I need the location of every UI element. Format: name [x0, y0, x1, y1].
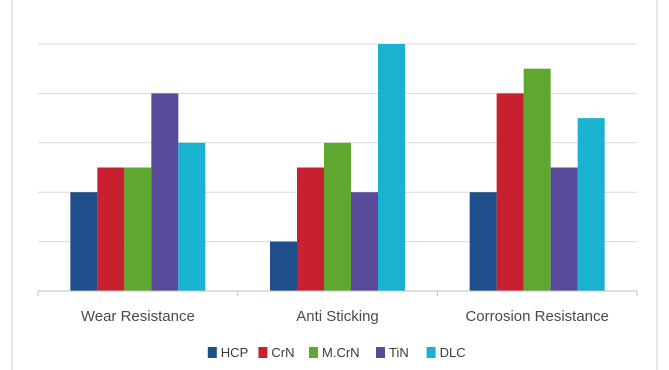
- legend: HCP CrN M.CrN TiN DLC: [207, 345, 466, 360]
- bar-corrosion-resistance-crn: [496, 93, 524, 292]
- bar-wear-resistance-tin: [151, 93, 179, 292]
- bar-corrosion-resistance-m-crn: [523, 68, 551, 291]
- bar-corrosion-resistance-dlc: [577, 118, 605, 291]
- bar-corrosion-resistance-hcp: [469, 192, 497, 291]
- category-label-3: Corrosion Resistance: [465, 308, 608, 325]
- bar-wear-resistance-crn: [97, 167, 125, 291]
- legend-label-hcp: HCP: [221, 345, 248, 360]
- bar-wear-resistance-dlc: [178, 142, 206, 291]
- bar-anti-sticking-crn: [297, 167, 324, 291]
- legend-label-m-crn: M.CrN: [322, 345, 360, 360]
- bar-wear-resistance-hcp: [70, 192, 98, 291]
- legend-swatch-dlc: [426, 347, 436, 358]
- bar-anti-sticking-hcp: [270, 241, 297, 291]
- legend-swatch-m-crn: [309, 347, 318, 358]
- legend-label-crn: CrN: [271, 345, 294, 360]
- legend-swatch-crn: [258, 347, 268, 358]
- legend-label-dlc: DLC: [440, 345, 466, 360]
- bar-anti-sticking-tin: [351, 192, 378, 291]
- category-label-2: Anti Sticking: [296, 308, 379, 325]
- category-labels: Wear Resistance Anti Sticking Corrosion Re…: [81, 308, 609, 325]
- x-axis: [37, 290, 638, 296]
- bars: [70, 44, 605, 292]
- legend-label-tin: TiN: [389, 345, 409, 360]
- legend-swatch-hcp: [207, 347, 217, 358]
- category-label-1: Wear Resistance: [81, 308, 195, 325]
- bar-anti-sticking-dlc: [378, 44, 405, 291]
- legend-swatch-tin: [376, 347, 385, 358]
- bar-anti-sticking-m-crn: [324, 142, 351, 291]
- bar-wear-resistance-m-crn: [124, 167, 152, 291]
- bar-corrosion-resistance-tin: [550, 167, 578, 291]
